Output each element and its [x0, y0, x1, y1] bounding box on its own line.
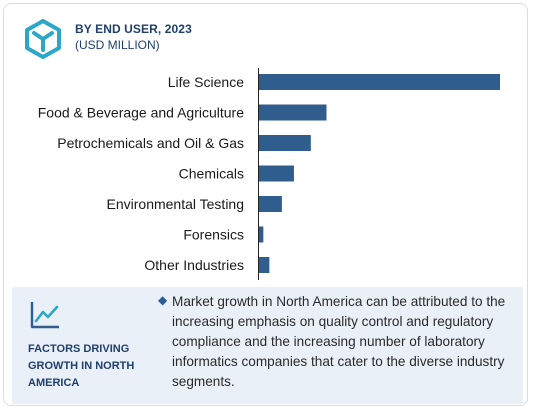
category-label: Environmental Testing	[107, 196, 244, 212]
category-label: Forensics	[183, 227, 244, 243]
diamond-bullet-icon: ◆	[158, 293, 168, 307]
bar	[259, 196, 282, 212]
bar-chart: Life Science Food & Beverage and Agricult…	[38, 68, 500, 280]
category-label: Food & Beverage and Agriculture	[38, 105, 244, 121]
factors-label: FACTORS DRIVING GROWTH IN NORTH AMERICA	[28, 343, 135, 389]
bar	[259, 226, 264, 243]
bar	[259, 74, 500, 90]
factors-panel: FACTORS DRIVING GROWTH IN NORTH AMERICA …	[12, 287, 523, 404]
chart-subtitle: (USD MILLION)	[75, 38, 160, 52]
chart-title: BY END USER, 2023	[75, 22, 192, 36]
category-label: Other Industries	[144, 257, 244, 273]
category-label: Life Science	[168, 74, 244, 90]
hexagon-cube-icon	[25, 19, 61, 59]
bar	[259, 135, 311, 151]
trend-line-icon	[30, 302, 59, 329]
factors-description: Market growth in North America can be at…	[172, 294, 506, 389]
category-label: Chemicals	[179, 166, 244, 182]
bar	[259, 104, 327, 121]
bar	[259, 165, 294, 182]
category-label: Petrochemicals and Oil & Gas	[57, 135, 244, 151]
bar	[259, 257, 270, 273]
